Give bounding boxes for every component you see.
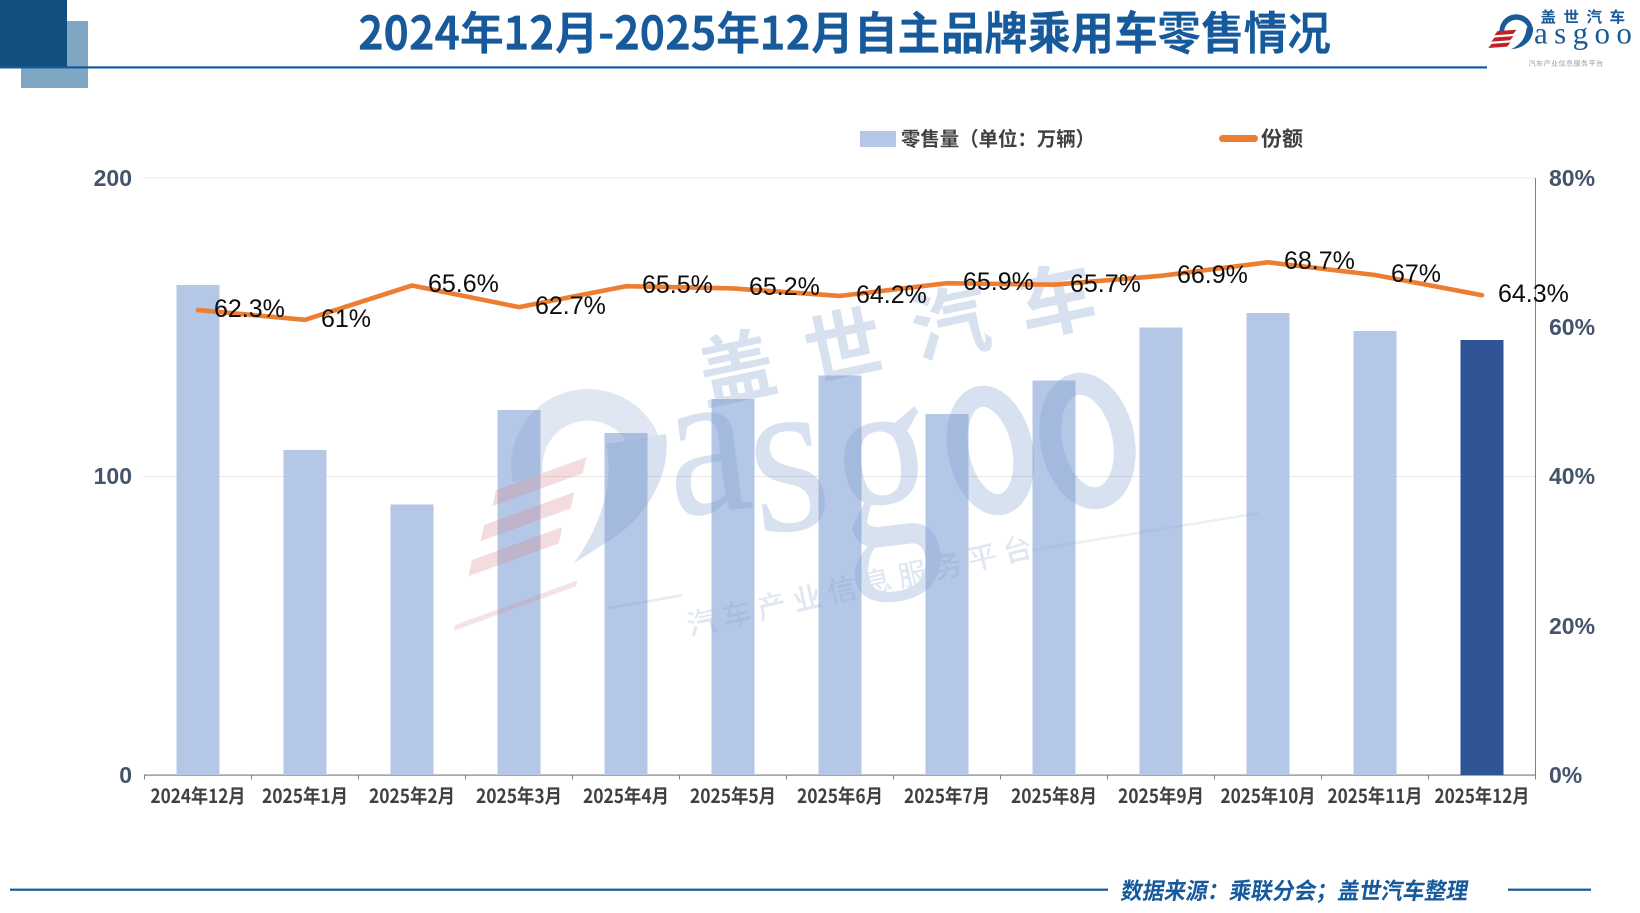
svg-text:80%: 80% — [1549, 165, 1595, 191]
svg-text:64.2%: 64.2% — [856, 281, 927, 309]
svg-text:0%: 0% — [1549, 762, 1582, 788]
svg-text:0: 0 — [119, 762, 132, 788]
svg-text:66.9%: 66.9% — [1177, 261, 1248, 289]
svg-text:100: 100 — [94, 463, 132, 489]
svg-text:65.9%: 65.9% — [963, 268, 1034, 296]
svg-text:60%: 60% — [1549, 314, 1595, 340]
svg-text:67%: 67% — [1391, 260, 1441, 288]
svg-text:68.7%: 68.7% — [1284, 247, 1355, 275]
svg-text:64.3%: 64.3% — [1498, 280, 1569, 308]
svg-text:200: 200 — [94, 165, 132, 191]
svg-text:65.7%: 65.7% — [1070, 270, 1141, 298]
svg-text:40%: 40% — [1549, 463, 1595, 489]
svg-text:65.2%: 65.2% — [749, 273, 820, 301]
svg-text:62.7%: 62.7% — [535, 292, 606, 320]
svg-text:62.3%: 62.3% — [214, 295, 285, 323]
svg-text:65.6%: 65.6% — [428, 270, 499, 298]
svg-text:61%: 61% — [321, 305, 371, 333]
svg-text:20%: 20% — [1549, 613, 1595, 639]
svg-text:65.5%: 65.5% — [642, 271, 713, 299]
